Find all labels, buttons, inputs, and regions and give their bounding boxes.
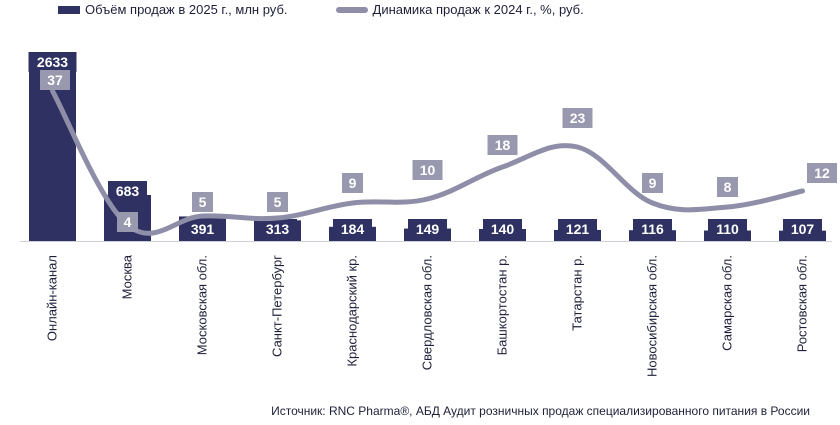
line-value-label-1: 4 [124,214,132,230]
line-value-label-2: 5 [199,194,207,210]
line-value-label-0: 37 [47,72,63,88]
line-label-bg-2 [192,192,213,212]
line-label-bg-1 [117,212,138,232]
bar-label-bg-9 [708,219,747,239]
line-label-bg-9 [717,177,738,197]
line-label-bg-7 [562,108,593,128]
line-label-bg-8 [642,173,663,193]
bar-label-bg-1 [108,181,147,201]
category-label-6: Башкортостан р. [495,255,510,355]
legend-line-swatch [335,6,368,13]
bar-value-label-8: 116 [641,221,664,237]
bar-value-label-2: 391 [191,221,215,237]
line-value-label-8: 9 [649,175,657,191]
bar-label-bg-6 [483,219,522,239]
category-label-0: Онлайн-канал [45,255,60,341]
bar-label-bg-7 [558,219,597,239]
bar-label-bg-3 [258,219,297,239]
bar-label-bg-4 [333,219,372,239]
line-label-bg-4 [342,173,363,193]
category-label-1: Москва [120,254,135,299]
category-label-7: Татарстан р. [570,255,585,331]
line-value-label-10: 12 [814,165,830,181]
legend-line-label: Динамика продаж к 2024 г., %, руб. [372,2,584,17]
line-label-bg-3 [267,192,288,212]
line-value-label-3: 5 [274,194,282,210]
dynamics-line [50,88,805,236]
line-value-label-9: 8 [724,179,732,195]
bar-value-label-6: 140 [491,221,515,237]
bar-value-label-0: 2633 [37,54,68,70]
category-label-10: Ростовская обл. [795,255,810,352]
bar-value-label-7: 121 [566,221,590,237]
bar-label-bg-0 [28,52,77,72]
legend-bar-swatch [58,5,80,14]
bar-label-bg-10 [783,219,822,239]
line-value-label-7: 23 [570,110,586,126]
line-label-bg-10 [807,163,837,183]
line-value-label-5: 10 [420,162,436,178]
bar-value-label-4: 184 [341,221,365,237]
line-value-label-6: 18 [495,137,511,153]
legend: Объём продаж в 2025 г., млн руб. Динамик… [58,2,584,17]
bar-label-bg-8 [633,219,672,239]
line-label-bg-6 [487,135,518,155]
bar-value-label-5: 149 [416,221,440,237]
legend-item-line: Динамика продаж к 2024 г., %, руб. [335,2,584,17]
bar-value-label-10: 107 [791,221,815,237]
line-label-bg-0 [40,70,70,90]
category-label-3: Санкт-Петербург [270,255,285,357]
category-label-9: Самарская обл. [720,255,735,351]
bar-value-label-1: 683 [116,183,140,199]
category-label-8: Новосибирская обл. [645,255,660,377]
source-note: Источник: RNC Pharma®, АБД Аудит розничн… [271,404,810,418]
bar-label-bg-5 [408,219,447,239]
bar-value-label-3: 313 [266,221,290,237]
line-label-bg-5 [412,160,443,180]
legend-bar-label: Объём продаж в 2025 г., млн руб. [85,2,288,17]
bar-value-label-9: 110 [716,221,739,237]
category-label-4: Краснодарский кр. [345,255,360,367]
category-label-5: Свердловская обл. [420,255,435,370]
legend-item-bar: Объём продаж в 2025 г., млн руб. [58,2,288,17]
line-value-label-4: 9 [349,175,357,191]
bar-label-bg-2 [183,219,222,239]
category-label-2: Московская обл. [195,255,210,355]
chart: 2633 683 391 313 184 149 140 121 116 110 107 37 4 5 5 9… [20,52,837,377]
